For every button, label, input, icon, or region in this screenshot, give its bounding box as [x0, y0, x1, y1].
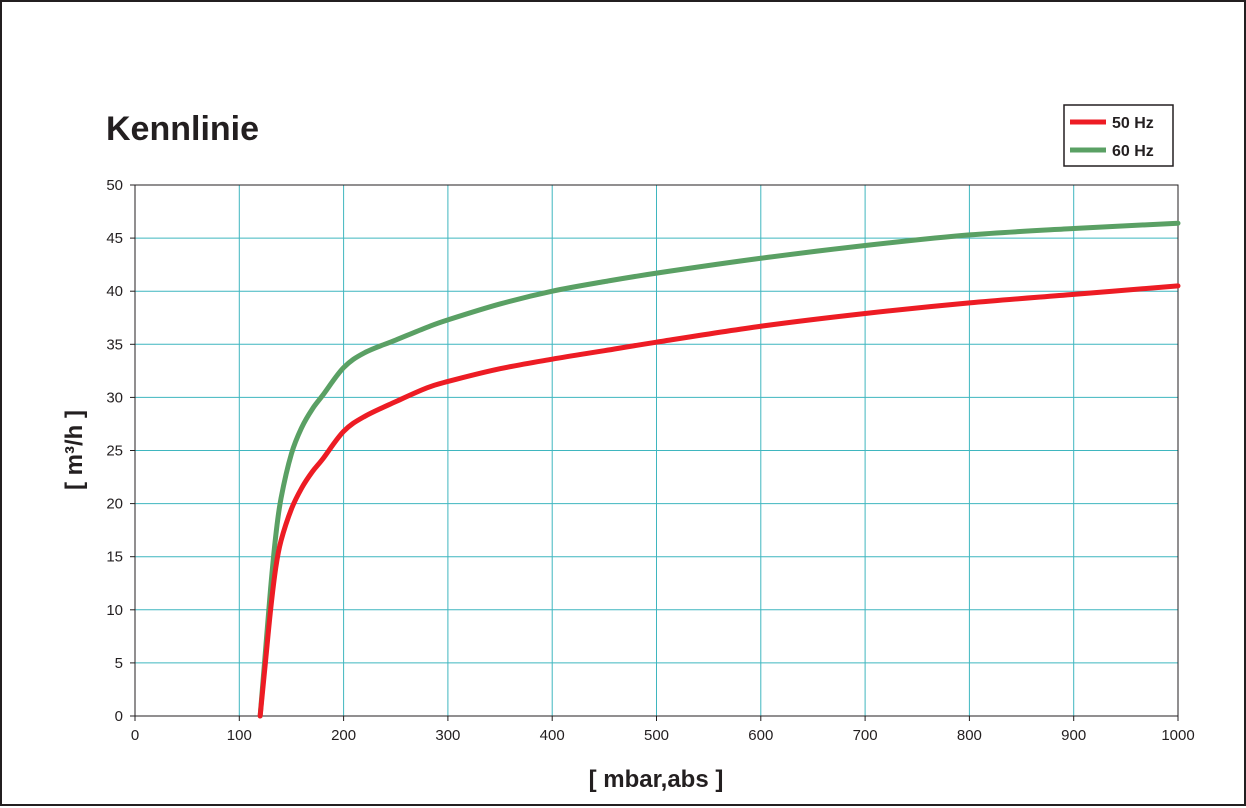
- series-line-50-hz: [257, 283, 1181, 719]
- y-axis-label: [ m³/h ]: [61, 410, 88, 490]
- x-tick-label: 200: [331, 727, 356, 744]
- y-tick-label: 25: [106, 443, 123, 460]
- legend-label-60-hz: 60 Hz: [1112, 143, 1154, 160]
- y-tick-label: 20: [106, 496, 123, 513]
- y-tick-label: 15: [106, 549, 123, 566]
- y-tick-label: 45: [106, 230, 123, 247]
- series-layer: [257, 220, 1181, 719]
- y-tick-label: 10: [106, 602, 123, 619]
- y-tick-label: 40: [106, 283, 123, 300]
- grid-layer: [135, 185, 1178, 716]
- x-tick-label: 400: [540, 727, 565, 744]
- x-tick-label: 500: [644, 727, 669, 744]
- x-tick-label: 800: [957, 727, 982, 744]
- series-line-60-hz: [257, 220, 1181, 719]
- y-tick-label: 35: [106, 336, 123, 353]
- x-axis-label: [ mbar,abs ]: [589, 766, 724, 793]
- x-tick-label: 100: [227, 727, 252, 744]
- x-tick-labels: 0 100 200 300 400 500 600 700 800 900 1000: [131, 716, 1195, 744]
- x-tick-label: 0: [131, 727, 139, 744]
- y-tick-label: 0: [115, 708, 123, 725]
- legend: 50 Hz 60 Hz: [1063, 104, 1174, 167]
- x-tick-label: 900: [1061, 727, 1086, 744]
- x-tick-label: 600: [748, 727, 773, 744]
- x-tick-label: 700: [853, 727, 878, 744]
- chart-title: Kennlinie: [106, 110, 259, 148]
- x-tick-label: 1000: [1161, 727, 1194, 744]
- y-tick-labels: 0 5 10 15 20 25 30 35 40 45 50: [106, 177, 135, 725]
- x-tick-label: 300: [435, 727, 460, 744]
- y-tick-label: 30: [106, 389, 123, 406]
- y-tick-label: 5: [115, 655, 123, 672]
- y-tick-label: 50: [106, 177, 123, 194]
- legend-label-50-hz: 50 Hz: [1112, 115, 1154, 132]
- legend-box: [1063, 104, 1174, 167]
